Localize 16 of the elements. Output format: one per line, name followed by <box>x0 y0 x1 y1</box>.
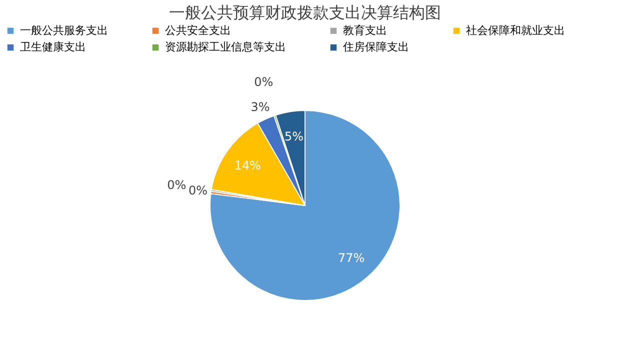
legend-label: 公共安全支出 <box>165 24 231 37</box>
legend-label: 社会保障和就业支出 <box>466 24 565 37</box>
data-label: 0% <box>188 184 208 198</box>
legend-label: 一般公共服务支出 <box>20 24 108 37</box>
data-label: 0% <box>167 178 186 192</box>
legend-label: 卫生健康支出 <box>20 40 86 54</box>
legend-label: 教育支出 <box>343 24 387 37</box>
pie-slice <box>210 110 400 301</box>
data-label: 0% <box>254 75 274 90</box>
legend-label: 住房保障支出 <box>343 40 409 54</box>
data-label: 3% <box>250 100 270 114</box>
chart-title: 一般公共预算财政拨款支出决算结构图 <box>169 3 441 22</box>
data-label: 5% <box>284 129 304 144</box>
data-label: 14% <box>234 158 261 172</box>
data-label: 77% <box>338 251 365 266</box>
legend-label: 资源勘探工业信息等支出 <box>165 40 286 54</box>
